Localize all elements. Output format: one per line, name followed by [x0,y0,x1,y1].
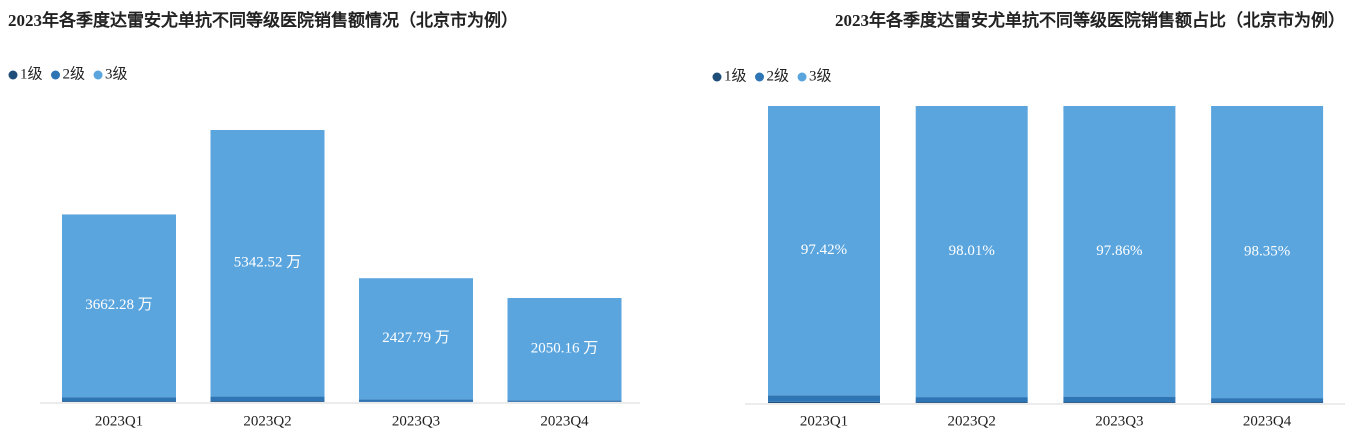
data-label: 3662.28 万 [85,297,153,313]
bar-segment [62,214,176,398]
bar-segment [359,399,473,402]
bar-segment [768,106,880,396]
legend-marker [755,72,765,82]
legend-label: 3级 [809,67,832,84]
x-tick-label: 2023Q4 [1243,413,1292,429]
bar-segment [210,401,325,402]
bar-segment [1063,106,1176,397]
bar-segment [1211,398,1324,403]
chart-title: 2023年各季度达雷安尤单抗不同等级医院销售额占比（北京市为例） [835,10,1345,30]
legend-marker [51,70,61,80]
bar-segment [1211,402,1324,403]
x-tick-label: 2023Q4 [540,413,589,429]
data-label: 97.86% [1096,243,1142,259]
bar-segment [1063,402,1176,403]
legend-marker [8,70,18,80]
x-tick-label: 2023Q1 [800,413,848,429]
legend-label: 3级 [105,65,128,82]
legend-marker [712,72,722,82]
x-tick-label: 2023Q2 [243,413,291,429]
bar-segment [62,401,176,402]
bar-segment [210,396,325,402]
legend-marker [797,72,807,82]
bar-segment [210,130,325,397]
legend-label: 2级 [63,65,86,82]
x-tick-label: 2023Q1 [95,413,143,429]
bar-segment [915,397,1028,403]
bar-segment [1063,396,1176,403]
bar-segment [359,278,473,400]
x-tick-label: 2023Q3 [1095,413,1143,429]
x-tick-label: 2023Q3 [392,413,440,429]
data-label: 5342.52 万 [234,255,302,271]
legend-label: 1级 [724,67,747,84]
data-label: 98.01% [949,243,995,259]
bar-segment [915,106,1028,398]
data-label: 97.42% [801,242,847,258]
legend-marker [93,70,103,80]
data-label: 2050.16 万 [531,341,599,357]
legend-label: 2级 [767,67,790,84]
bar-segment [915,402,1028,403]
bar-segment [768,401,880,403]
chart-title: 2023年各季度达雷安尤单抗不同等级医院销售额情况（北京市为例） [8,10,518,30]
bar-segment [1211,106,1324,399]
x-tick-label: 2023Q2 [948,413,996,429]
bar-segment [768,395,880,402]
bar-segment [507,400,622,402]
data-label: 2427.79 万 [382,330,450,346]
bar-segment [507,298,622,401]
bar-segment [62,397,176,402]
data-label: 98.35% [1244,243,1290,259]
legend-label: 1级 [20,65,43,82]
